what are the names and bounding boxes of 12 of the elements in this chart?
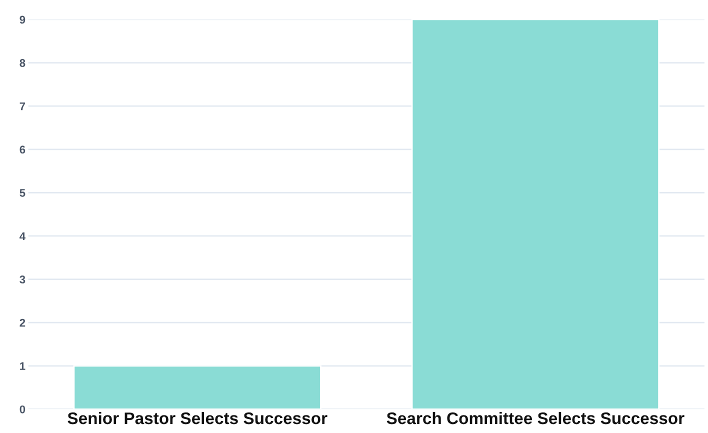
y-tick-label: 7	[20, 102, 26, 110]
y-tick-label: 2	[20, 318, 26, 327]
y-tick-label: 4	[20, 232, 26, 240]
y-tick-label: 5	[20, 189, 26, 197]
y-tick-label: 8	[20, 59, 26, 67]
y-tick-label: 0	[20, 405, 26, 414]
y-tick-label: 3	[20, 276, 26, 284]
x-tick-label: Senior Pastor Selects Successor	[68, 412, 328, 424]
y-tick-label: 9	[20, 16, 26, 24]
y-tick-label: 1	[20, 362, 26, 370]
x-tick-label: Search Committee Selects Successor	[386, 412, 684, 424]
y-tick-label: 6	[20, 146, 26, 154]
